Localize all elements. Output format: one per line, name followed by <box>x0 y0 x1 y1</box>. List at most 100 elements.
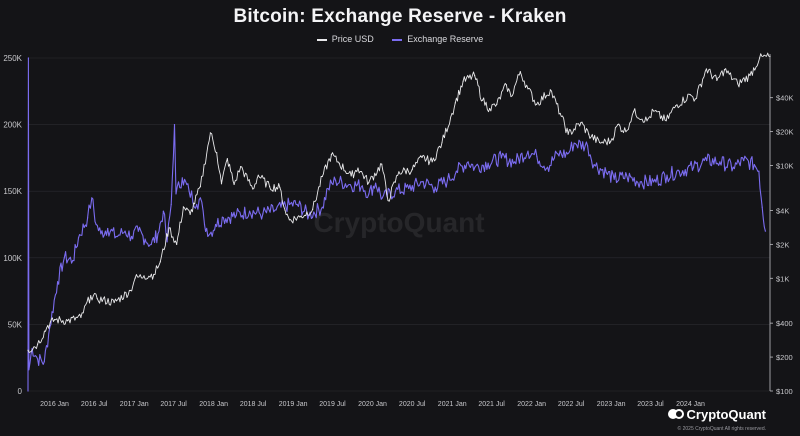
legend-item-reserve[interactable]: Exchange Reserve <box>392 34 483 44</box>
data-point-price <box>462 80 464 82</box>
data-point-reserve <box>613 178 615 180</box>
brand-logo: CryptoQuant <box>667 407 766 422</box>
data-point-price <box>226 158 228 160</box>
data-point-reserve <box>321 206 323 208</box>
data-point-price <box>474 74 476 77</box>
y-right-tick-label: $200 <box>776 353 793 362</box>
data-point-reserve <box>753 163 755 166</box>
brand-logo-icon <box>667 409 684 420</box>
data-point-price <box>199 186 201 188</box>
data-point-price <box>216 152 218 154</box>
data-point-price <box>549 89 551 91</box>
data-point-price <box>350 175 352 177</box>
data-point-reserve <box>28 369 30 371</box>
y-right-tick-label: $10K <box>776 162 794 171</box>
data-point-reserve <box>170 203 172 206</box>
data-point-price <box>505 84 508 86</box>
x-tick-label: 2020 Jul <box>399 401 426 408</box>
x-tick-label: 2016 Jul <box>81 401 108 408</box>
data-point-price <box>189 213 191 215</box>
x-tick-label: 2021 Jan <box>438 401 467 408</box>
data-point-price <box>617 124 619 126</box>
x-tick-label: 2023 Jul <box>637 401 664 408</box>
data-point-reserve <box>719 161 721 163</box>
data-point-reserve <box>124 230 126 232</box>
data-point-reserve <box>27 390 29 392</box>
data-point-price <box>299 216 301 218</box>
data-point-price <box>27 349 29 351</box>
data-point-reserve <box>222 217 225 219</box>
data-point-reserve <box>334 179 337 182</box>
data-point-price <box>689 94 691 96</box>
data-point-reserve <box>455 170 457 172</box>
data-point-price <box>168 227 170 229</box>
data-point-reserve <box>262 213 264 215</box>
data-point-reserve <box>693 166 695 168</box>
data-point-reserve <box>546 166 549 168</box>
x-tick-label: 2017 Jan <box>120 401 149 408</box>
data-point-reserve <box>173 124 176 126</box>
data-point-price <box>769 55 771 57</box>
x-tick-label: 2022 Jan <box>517 401 546 408</box>
legend-swatch-reserve <box>392 38 403 41</box>
data-point-price <box>519 71 521 73</box>
data-point-price <box>421 156 423 159</box>
data-point-price <box>675 105 677 107</box>
data-point-price <box>646 120 648 122</box>
data-point-reserve <box>652 181 655 183</box>
data-point-reserve <box>235 214 237 216</box>
data-point-reserve <box>408 187 410 190</box>
data-point-price <box>338 162 340 164</box>
data-point-price <box>143 275 145 277</box>
data-point-price <box>510 95 512 98</box>
data-point-reserve <box>487 162 489 164</box>
data-point-reserve <box>188 190 190 192</box>
data-point-reserve <box>527 150 529 152</box>
y-right-tick-label: $1K <box>776 274 789 283</box>
x-tick-label: 2020 Jan <box>358 401 387 408</box>
data-point-reserve <box>327 187 329 190</box>
data-point-reserve <box>209 233 211 235</box>
data-point-price <box>723 69 726 71</box>
data-point-price <box>96 298 98 300</box>
data-point-reserve <box>49 326 51 328</box>
data-point-price <box>209 132 211 134</box>
data-point-price <box>431 161 433 163</box>
data-point-reserve <box>514 161 516 163</box>
data-point-price <box>381 163 383 165</box>
data-point-price <box>567 133 569 135</box>
y-left-tick-label: 0 <box>18 387 23 396</box>
y-left-tick-label: 200K <box>3 121 22 130</box>
data-point-reserve <box>732 166 734 168</box>
brand-name: CryptoQuant <box>686 407 766 422</box>
data-point-reserve <box>131 235 133 238</box>
y-left-tick-label: 150K <box>3 187 22 196</box>
data-point-price <box>411 169 413 171</box>
data-point-price <box>580 122 582 124</box>
data-point-reserve <box>150 243 152 246</box>
legend-label-price: Price USD <box>331 34 374 44</box>
data-point-reserve <box>566 153 569 155</box>
legend-item-price[interactable]: Price USD <box>316 34 374 44</box>
watermark: CryptoQuant <box>313 207 484 238</box>
data-point-reserve <box>361 185 363 187</box>
data-point-price <box>489 108 491 110</box>
data-point-reserve <box>162 210 164 212</box>
x-tick-label: 2019 Jul <box>319 401 346 408</box>
data-point-reserve <box>368 193 370 195</box>
data-point-price <box>252 188 254 190</box>
data-point-price <box>176 243 178 245</box>
data-point-price <box>288 219 291 221</box>
data-point-reserve <box>199 197 201 199</box>
data-point-reserve <box>95 223 97 226</box>
y-left-tick-label: 50K <box>8 320 23 329</box>
data-point-reserve <box>446 179 449 182</box>
data-point-reserve <box>764 230 767 232</box>
y-right-tick-label: $4K <box>776 206 789 215</box>
data-point-price <box>694 98 696 100</box>
data-point-price <box>321 175 323 178</box>
data-point-price <box>632 111 635 113</box>
legend-label-reserve: Exchange Reserve <box>407 34 484 44</box>
data-point-price <box>665 120 667 122</box>
